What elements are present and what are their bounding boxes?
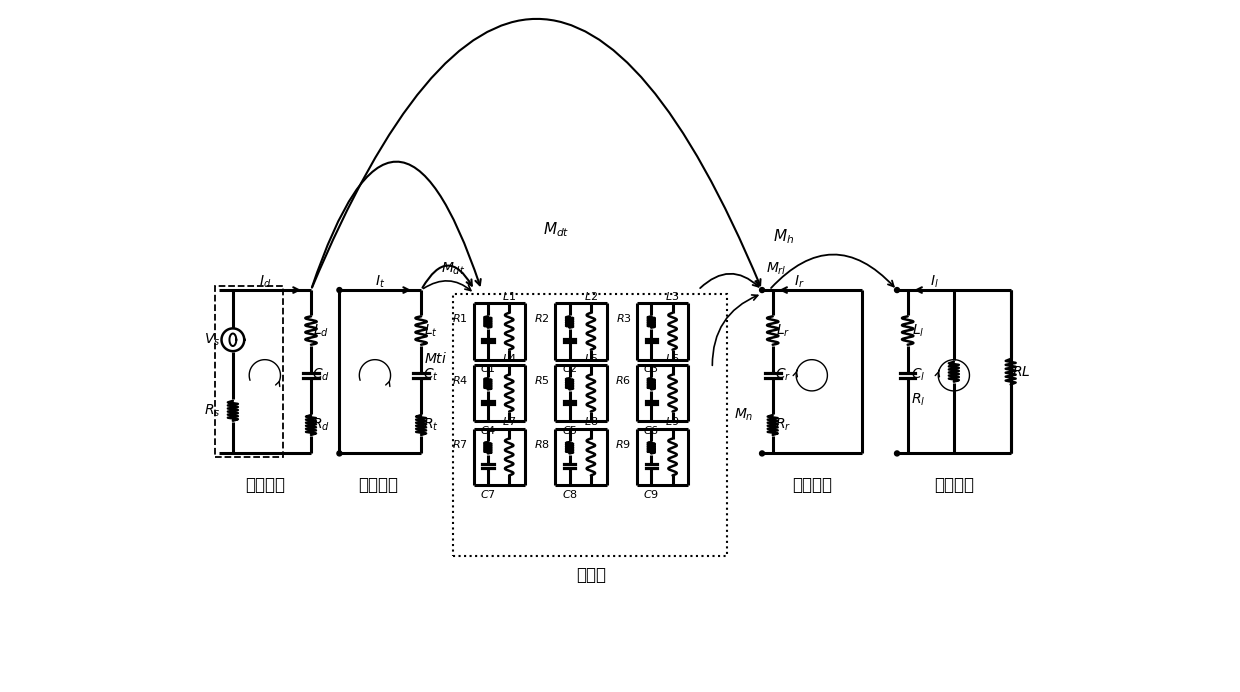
Text: $R3$: $R3$	[615, 313, 631, 325]
Text: $R_r$: $R_r$	[775, 417, 791, 433]
Text: $RL$: $RL$	[1012, 365, 1030, 379]
Text: $R_l$: $R_l$	[911, 392, 925, 408]
Text: $R9$: $R9$	[615, 438, 631, 450]
Text: $L_r$: $L_r$	[776, 322, 790, 339]
Text: $R5$: $R5$	[534, 374, 549, 386]
Text: $M_h$: $M_h$	[773, 228, 794, 246]
Text: $M_{dt}$: $M_{dt}$	[543, 220, 569, 239]
Text: $R8$: $R8$	[533, 438, 549, 450]
Text: $M_{rl}$: $M_{rl}$	[766, 260, 786, 277]
Text: $C6$: $C6$	[644, 424, 660, 436]
Text: $C3$: $C3$	[644, 362, 660, 374]
Text: $R2$: $R2$	[534, 313, 549, 325]
Text: $R1$: $R1$	[453, 313, 467, 325]
Text: 驱动线圈: 驱动线圈	[244, 477, 285, 494]
Text: 接收线圈: 接收线圈	[792, 477, 832, 494]
Circle shape	[337, 451, 342, 456]
Text: $C7$: $C7$	[480, 488, 496, 500]
Text: $R4$: $R4$	[451, 374, 467, 386]
Text: $R_d$: $R_d$	[312, 417, 330, 433]
Text: $L7$: $L7$	[502, 415, 516, 428]
Text: $R_s$: $R_s$	[205, 403, 221, 419]
Text: $C8$: $C8$	[562, 488, 578, 500]
Circle shape	[760, 288, 765, 293]
Text: $C_t$: $C_t$	[423, 367, 439, 383]
Text: $M_n$: $M_n$	[734, 406, 753, 423]
Text: $L2$: $L2$	[584, 290, 598, 302]
Text: $C9$: $C9$	[644, 488, 660, 500]
Circle shape	[337, 288, 342, 293]
Text: $M_{dt}$: $M_{dt}$	[441, 260, 465, 277]
Text: $I_r$: $I_r$	[794, 273, 805, 290]
Text: $L1$: $L1$	[502, 290, 516, 302]
Text: $C_d$: $C_d$	[312, 367, 330, 383]
Circle shape	[894, 451, 899, 456]
Text: $C1$: $C1$	[480, 362, 496, 374]
Text: $C_r$: $C_r$	[775, 367, 791, 383]
Text: $L_l$: $L_l$	[913, 322, 925, 339]
Text: $L3$: $L3$	[666, 290, 680, 302]
Text: $R7$: $R7$	[453, 438, 467, 450]
Text: $L9$: $L9$	[666, 415, 680, 428]
Text: $C2$: $C2$	[562, 362, 578, 374]
Text: $V_s$: $V_s$	[205, 331, 221, 348]
Text: 发射线圈: 发射线圈	[358, 477, 398, 494]
Text: $C_l$: $C_l$	[911, 367, 925, 383]
Bar	[453, 293, 727, 556]
Text: $I_t$: $I_t$	[374, 273, 384, 290]
Text: $C5$: $C5$	[562, 424, 578, 436]
Text: $L6$: $L6$	[666, 352, 680, 363]
Circle shape	[760, 451, 765, 456]
Text: $I_l$: $I_l$	[930, 273, 939, 290]
Bar	[215, 286, 283, 457]
Text: $L_t$: $L_t$	[424, 322, 438, 339]
Text: 负载线圈: 负载线圈	[934, 477, 973, 494]
Text: $R6$: $R6$	[615, 374, 631, 386]
Text: $C4$: $C4$	[480, 424, 496, 436]
Text: $R_t$: $R_t$	[423, 417, 439, 433]
Text: $I_d$: $I_d$	[259, 273, 272, 290]
Circle shape	[894, 288, 899, 293]
Text: 超材料: 超材料	[577, 567, 606, 584]
Text: $L5$: $L5$	[584, 352, 598, 363]
Text: $L_d$: $L_d$	[312, 322, 329, 339]
Text: $Mti$: $Mti$	[424, 352, 448, 367]
Text: $L8$: $L8$	[584, 415, 598, 428]
Text: $L4$: $L4$	[502, 352, 517, 363]
